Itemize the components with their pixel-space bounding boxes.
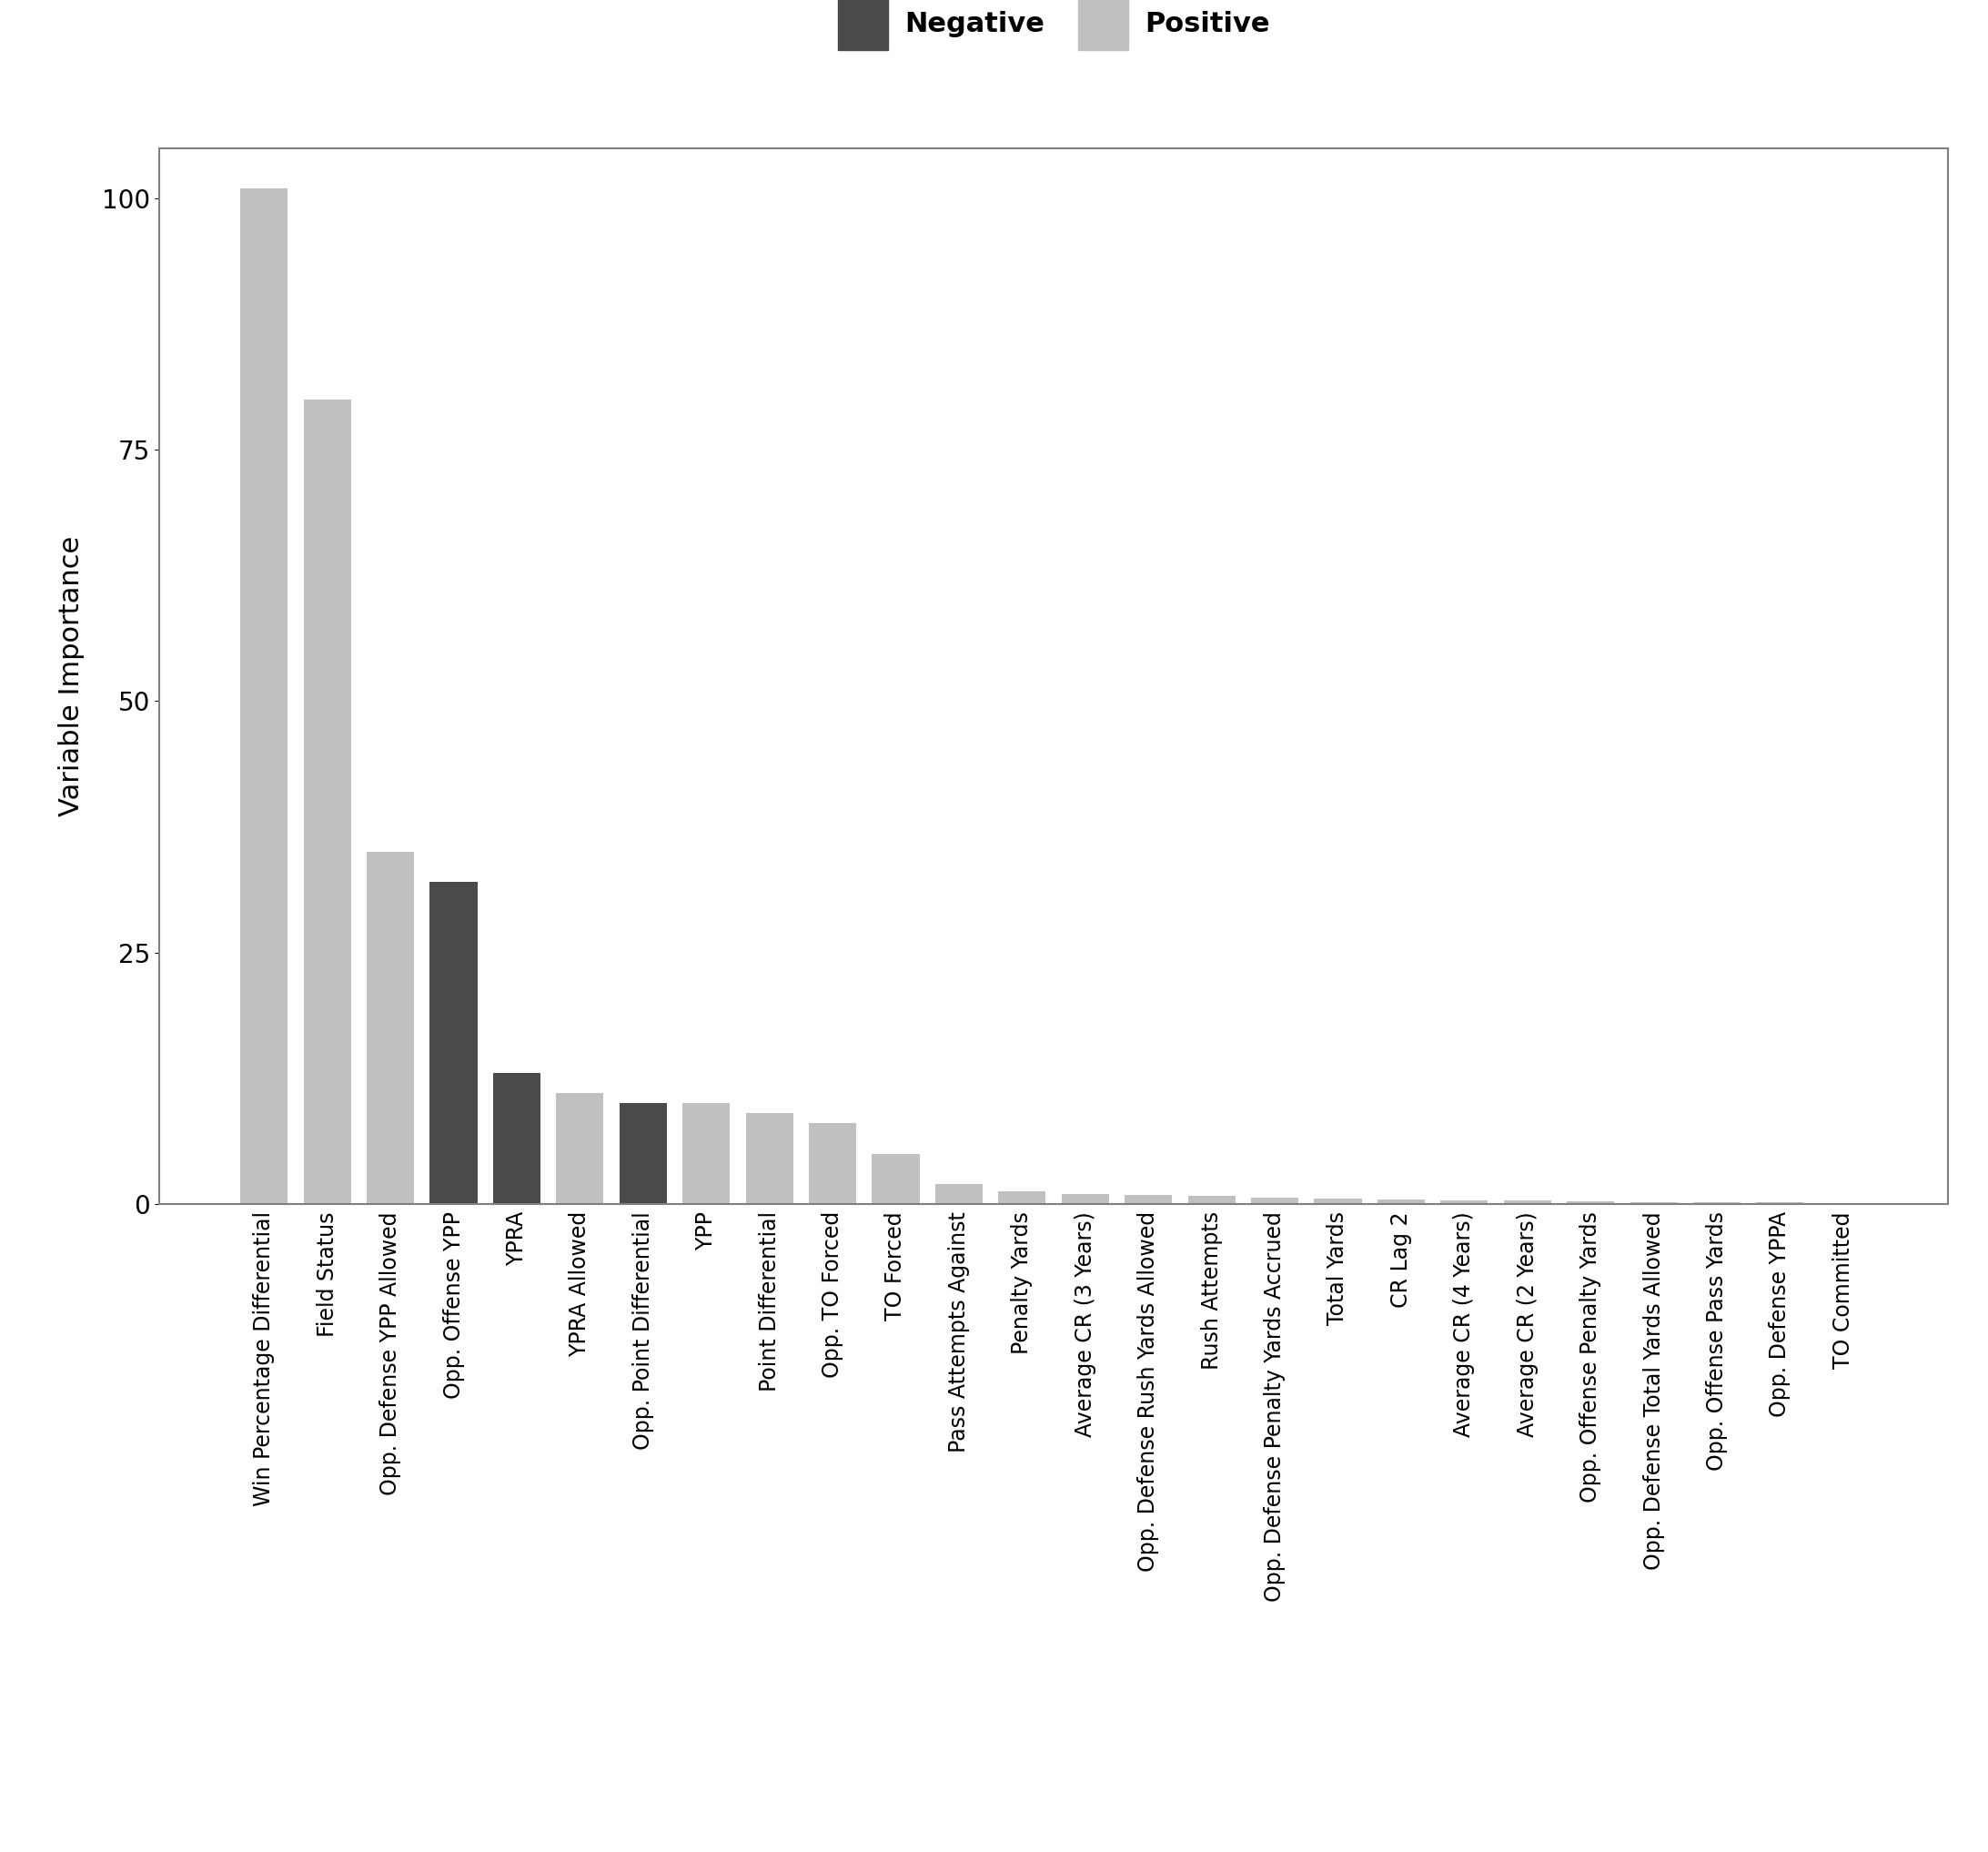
Bar: [1503, 1200, 1551, 1204]
Bar: [366, 852, 414, 1204]
Bar: [809, 1124, 857, 1204]
Bar: [1314, 1198, 1362, 1204]
Bar: [1125, 1195, 1173, 1204]
Y-axis label: Variable Importance: Variable Importance: [58, 535, 83, 817]
Bar: [873, 1154, 918, 1204]
Bar: [1250, 1198, 1298, 1204]
Bar: [241, 189, 288, 1204]
Bar: [1567, 1202, 1614, 1204]
Bar: [1062, 1195, 1109, 1204]
Bar: [998, 1191, 1046, 1204]
Bar: [1441, 1200, 1487, 1204]
Bar: [1630, 1202, 1678, 1204]
Bar: [1378, 1200, 1425, 1204]
Bar: [934, 1183, 982, 1204]
Bar: [557, 1093, 604, 1204]
Bar: [493, 1072, 541, 1204]
Bar: [1189, 1196, 1235, 1204]
Bar: [620, 1104, 666, 1204]
Bar: [682, 1104, 730, 1204]
Bar: [746, 1113, 793, 1204]
Bar: [429, 882, 477, 1204]
Legend: Negative, Positive: Negative, Positive: [837, 0, 1270, 50]
Bar: [304, 400, 352, 1204]
